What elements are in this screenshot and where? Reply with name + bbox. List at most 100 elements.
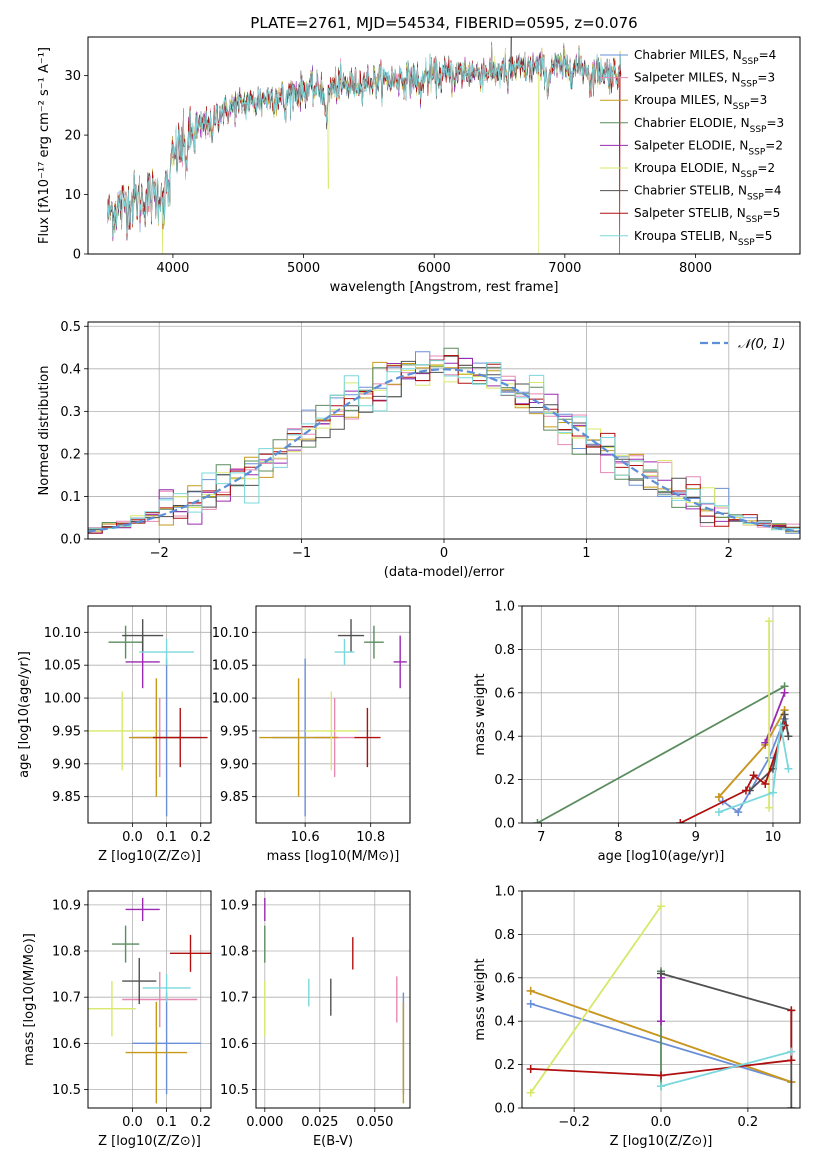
legend-entry: Salpeter STELIB, NSSP=5	[634, 206, 780, 225]
panel-residuals: −2 −1 0 1 2 0.0 0.1 0.2 0.3 0.4 0.5 (data-model)/er…	[37, 320, 801, 580]
legend-entry: Chabrier ELODIE, NSSP=3	[634, 116, 784, 135]
legend-entry: Chabrier STELIB, NSSP=4	[634, 184, 782, 203]
x-tick-label: 0.2	[190, 830, 211, 845]
error-bar-point	[122, 971, 198, 1028]
y-tick-label: 10.9	[52, 898, 81, 913]
data-marker	[787, 1104, 796, 1108]
legend-entry: 𝒩(0, 1)	[738, 337, 785, 352]
data-marker	[526, 1064, 535, 1073]
data-marker	[657, 1017, 665, 1026]
data-marker	[714, 808, 723, 817]
panel-mass_vs_ebv: 0.000 0.025 0.050 10.5 10.6 10.7 10.8 10.9 E(B-V…	[220, 890, 411, 1149]
y-tick-label: 10.8	[52, 945, 81, 960]
x-tick-label: 2	[725, 546, 733, 561]
x-axis-label: age [log10(age/yr)]	[598, 849, 725, 864]
x-tick-label: 7000	[548, 261, 581, 276]
error-bar-point	[88, 691, 157, 771]
error-bar-point	[305, 691, 358, 771]
mass-weight-series	[660, 1050, 792, 1088]
data-marker	[533, 819, 542, 823]
error-bar-point	[88, 981, 136, 1037]
data-marker	[765, 803, 774, 812]
y-tick-label: 0.5	[60, 320, 81, 335]
x-axis-label: Z [log10(Z/Z⊙)]	[98, 1134, 201, 1149]
y-tick-label: 0.6	[494, 971, 515, 986]
error-bar-point	[393, 635, 407, 689]
y-tick-label: 1.0	[494, 885, 515, 900]
axes-frame	[87, 36, 801, 255]
y-tick-label: 10.8	[220, 945, 249, 960]
x-tick-label: 8	[614, 830, 622, 845]
legend-entry: Kroupa STELIB, NSSP=5	[634, 229, 772, 248]
y-tick-label: 9.85	[52, 790, 81, 805]
x-tick-label: 0.000	[246, 1115, 283, 1130]
x-tick-label: 9	[692, 830, 700, 845]
x-tick-label: −2	[150, 546, 169, 561]
error-bar-point	[259, 678, 338, 797]
x-axis-label: Z [log10(Z/Z⊙)]	[98, 849, 201, 864]
mass-weight-series	[529, 905, 662, 1094]
y-tick-label: 10.10	[212, 626, 249, 641]
x-tick-label: 0.025	[301, 1115, 338, 1130]
y-tick-label: 10.00	[44, 692, 81, 707]
data-marker	[765, 617, 774, 626]
y-axis-label: mass weight	[473, 673, 488, 755]
y-tick-label: 0.8	[494, 643, 515, 658]
y-tick-label: 9.95	[52, 724, 81, 739]
axes-frame	[521, 605, 801, 824]
y-tick-label: 0	[73, 248, 81, 263]
axes-frame	[521, 890, 801, 1109]
data-marker	[714, 792, 723, 801]
y-tick-label: 10.05	[44, 659, 81, 674]
x-tick-label: 0	[440, 546, 448, 561]
x-tick-label: 0.2	[190, 1115, 211, 1130]
y-tick-label: 10.05	[212, 659, 249, 674]
data-marker	[784, 732, 793, 741]
x-tick-label: 8000	[679, 261, 712, 276]
x-tick-label: 0.0	[122, 830, 143, 845]
error-bar-point	[337, 619, 365, 653]
x-tick-label: 10	[765, 830, 782, 845]
error-bar-point	[364, 625, 384, 659]
y-tick-label: 9.90	[220, 757, 249, 772]
y-tick-label: 10.10	[44, 626, 81, 641]
data-marker	[526, 999, 535, 1008]
error-bar-point	[125, 1001, 188, 1104]
error-bar-point	[111, 925, 140, 963]
y-tick-label: 0.1	[60, 490, 81, 505]
y-tick-label: 0.2	[60, 447, 81, 462]
error-bar-point	[139, 638, 194, 666]
y-tick-label: 0.3	[60, 405, 81, 420]
plot-area-age_vs_mass	[259, 619, 407, 817]
y-axis-label: Flux [fλ10⁻¹⁷ erg cm⁻² s⁻¹ A⁻¹]	[37, 47, 52, 244]
data-marker	[657, 1082, 665, 1091]
y-tick-label: 10.00	[212, 692, 249, 707]
x-tick-label: 0.0	[651, 1115, 672, 1130]
error-bar-point	[354, 707, 381, 768]
panel-massweight_vs_Z: −0.2 0.0 0.2 0.0 0.2 0.4 0.6 0.8 1.0 Z [log10(Z/Z…	[473, 885, 801, 1149]
x-tick-label: 5000	[287, 261, 320, 276]
data-marker	[657, 1071, 665, 1080]
y-tick-label: 9.95	[220, 724, 249, 739]
axes-frame	[87, 890, 212, 1109]
y-tick-label: 30	[64, 69, 81, 84]
x-tick-label: 0.0	[122, 1115, 143, 1130]
normal-curve	[88, 368, 800, 533]
x-tick-label: 0.1	[156, 1115, 177, 1130]
y-tick-label: 9.90	[52, 757, 81, 772]
error-bar-point	[122, 957, 157, 1005]
mass-weight-series	[722, 718, 786, 814]
y-tick-label: 10	[64, 188, 81, 203]
error-bar-point	[122, 619, 164, 653]
data-marker	[780, 710, 789, 719]
y-tick-label: 0.4	[494, 1015, 515, 1030]
mass-weight-series	[660, 972, 793, 1108]
spectrum-line	[107, 44, 622, 237]
data-marker	[526, 1088, 535, 1097]
axes-frame	[255, 605, 411, 824]
y-tick-label: 0.6	[494, 686, 515, 701]
data-marker	[776, 721, 785, 730]
data-marker	[787, 1047, 796, 1056]
data-marker	[676, 819, 685, 823]
y-tick-label: 10.5	[220, 1083, 249, 1098]
